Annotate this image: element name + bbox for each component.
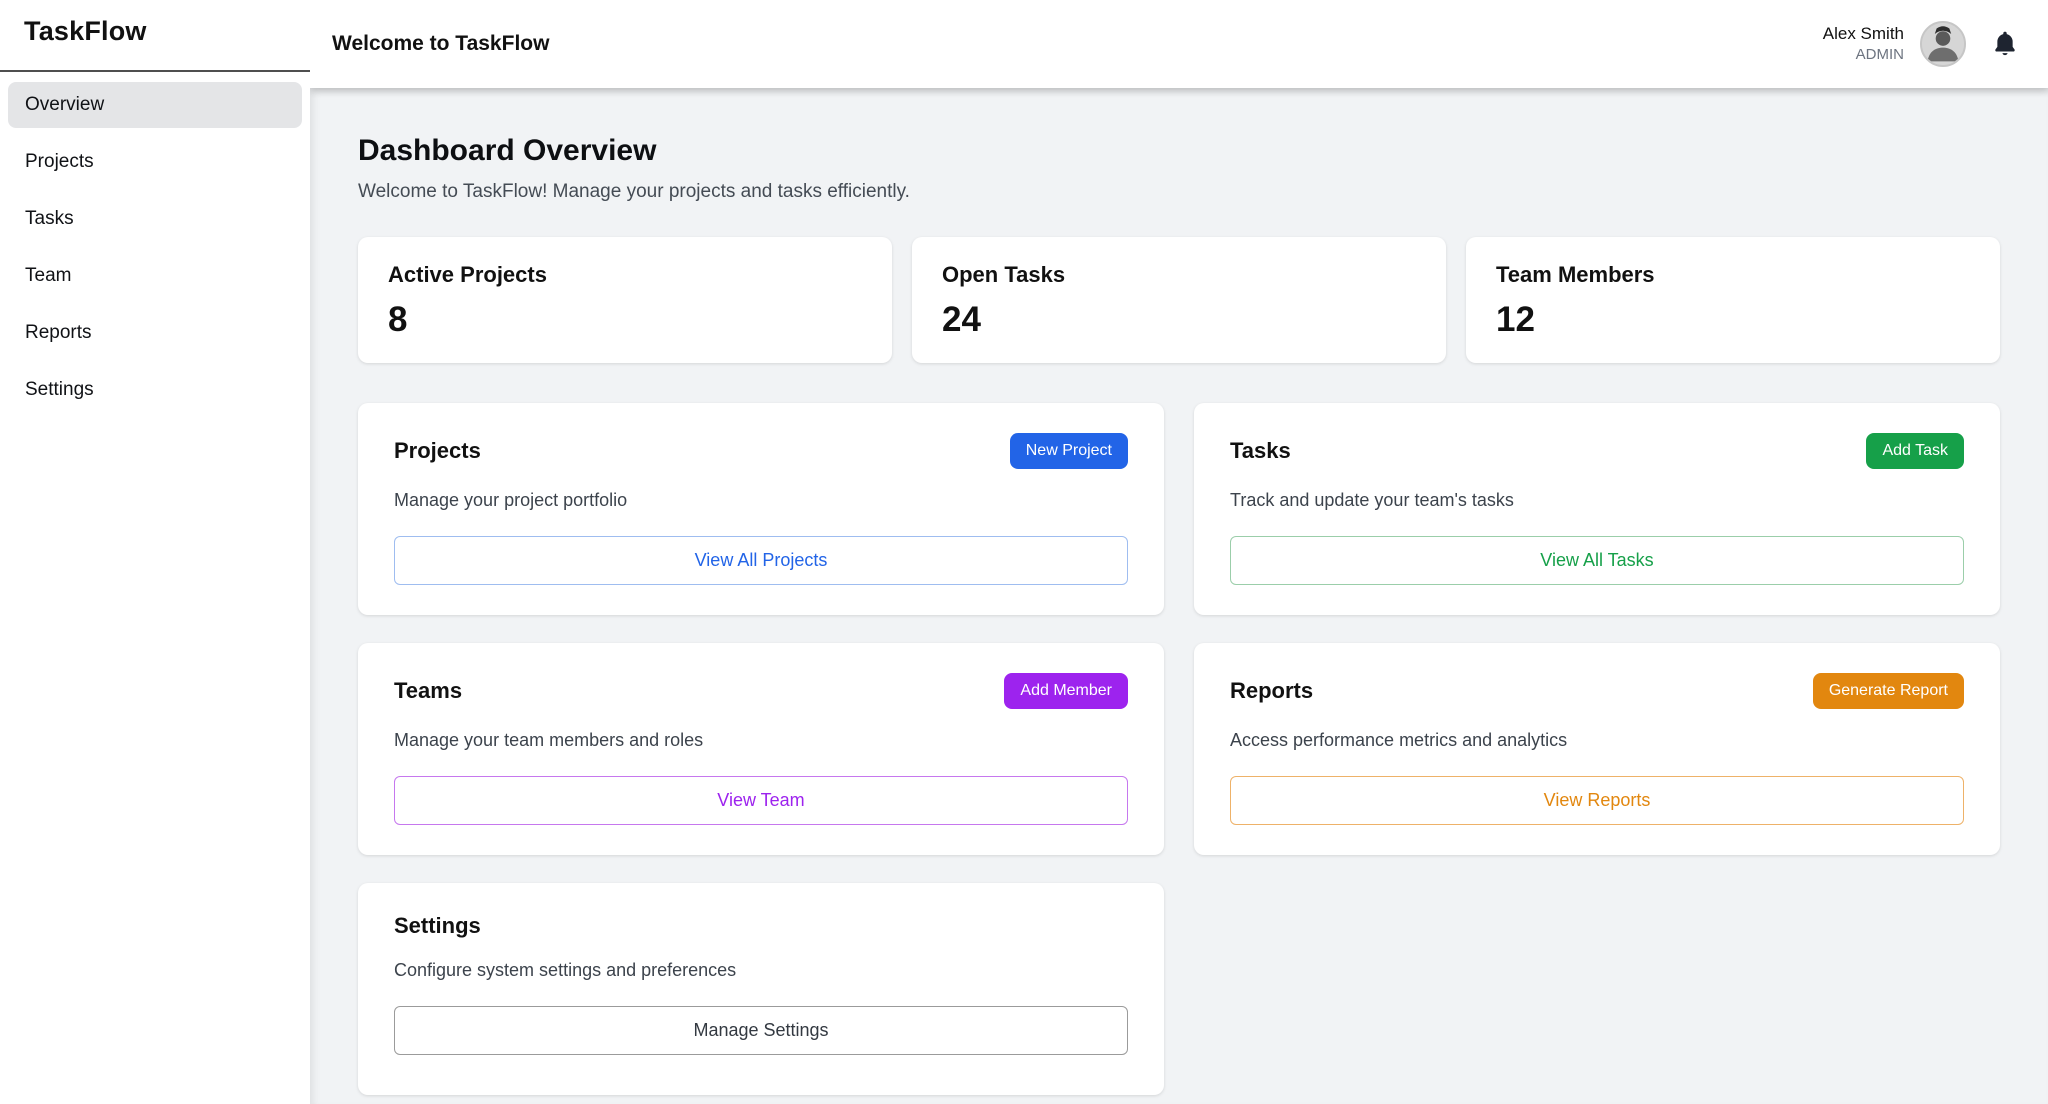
- stat-label: Active Projects: [388, 262, 547, 287]
- card-title: Projects: [394, 438, 481, 463]
- sidebar-item-team[interactable]: Team: [25, 265, 72, 286]
- feature-cards-grid: Projects New Project Manage your project…: [358, 403, 2000, 1095]
- sidebar-nav: Overview Projects Tasks Team Reports Set…: [0, 72, 310, 434]
- view-team-button[interactable]: View Team: [394, 776, 1128, 825]
- projects-card: Projects New Project Manage your project…: [358, 403, 1164, 615]
- main-content: Dashboard Overview Welcome to TaskFlow! …: [310, 88, 2048, 1104]
- user-info: Alex Smith ADMIN: [1823, 23, 1904, 65]
- card-header: Teams Add Member: [394, 673, 1128, 709]
- card-title: Tasks: [1230, 438, 1291, 463]
- top-header: Welcome to TaskFlow Alex Smith ADMIN: [310, 0, 2048, 88]
- sidebar-item-tasks[interactable]: Tasks: [25, 208, 74, 229]
- reports-card: Reports Generate Report Access performan…: [1194, 643, 2000, 855]
- add-member-button[interactable]: Add Member: [1004, 673, 1128, 709]
- stat-card-team-members: Team Members 12: [1466, 237, 2000, 363]
- card-header: Tasks Add Task: [1230, 433, 1964, 469]
- stats-row: Active Projects 8 Open Tasks 24 Team Mem…: [358, 237, 2000, 363]
- card-title: Reports: [1230, 678, 1314, 703]
- stat-card-open-tasks: Open Tasks 24: [912, 237, 1446, 363]
- user-role-badge: ADMIN: [1855, 46, 1904, 64]
- notifications-button[interactable]: [1990, 27, 2020, 61]
- header-title: Welcome to TaskFlow: [332, 32, 550, 55]
- card-title: Settings: [394, 913, 481, 938]
- stat-label: Open Tasks: [942, 262, 1066, 287]
- card-description: Manage your project portfolio: [394, 490, 628, 510]
- sidebar-item-projects[interactable]: Projects: [25, 151, 94, 172]
- page-subtitle: Welcome to TaskFlow! Manage your project…: [358, 181, 910, 202]
- view-reports-button[interactable]: View Reports: [1230, 776, 1964, 825]
- new-project-button[interactable]: New Project: [1009, 433, 1128, 469]
- card-title: Teams: [394, 678, 463, 703]
- stat-value: 12: [1496, 300, 1535, 339]
- stat-value: 8: [388, 300, 408, 339]
- card-description: Track and update your team's tasks: [1230, 490, 1514, 510]
- view-all-projects-button[interactable]: View All Projects: [394, 536, 1128, 585]
- manage-settings-button[interactable]: Manage Settings: [394, 1006, 1128, 1055]
- stat-card-active-projects: Active Projects 8: [358, 237, 892, 363]
- bell-icon: [1995, 31, 2015, 56]
- stat-label: Team Members: [1496, 262, 1655, 287]
- sidebar: TaskFlow Overview Projects Tasks Team Re…: [0, 0, 310, 1104]
- sidebar-item-reports[interactable]: Reports: [25, 322, 92, 343]
- app-logo: TaskFlow: [24, 16, 147, 46]
- card-header: Projects New Project: [394, 433, 1128, 469]
- settings-card: Settings Configure system settings and p…: [358, 883, 1164, 1095]
- add-task-button[interactable]: Add Task: [1866, 433, 1964, 469]
- card-description: Manage your team members and roles: [394, 730, 704, 750]
- sidebar-item-settings[interactable]: Settings: [25, 379, 94, 400]
- header-user-area: Alex Smith ADMIN: [1823, 21, 2020, 67]
- tasks-card: Tasks Add Task Track and update your tea…: [1194, 403, 2000, 615]
- card-header: Settings: [394, 913, 1128, 939]
- user-photo-icon: [1922, 23, 1964, 65]
- card-description: Access performance metrics and analytics: [1230, 730, 1568, 750]
- view-all-tasks-button[interactable]: View All Tasks: [1230, 536, 1964, 585]
- avatar[interactable]: [1920, 21, 1966, 67]
- page-title: Dashboard Overview: [358, 134, 657, 167]
- logo-container: TaskFlow: [0, 0, 310, 72]
- generate-report-button[interactable]: Generate Report: [1812, 673, 1964, 709]
- teams-card: Teams Add Member Manage your team member…: [358, 643, 1164, 855]
- card-description: Configure system settings and preference…: [394, 960, 737, 980]
- user-name: Alex Smith: [1822, 24, 1904, 44]
- sidebar-item-overview[interactable]: Overview: [8, 82, 302, 128]
- card-header: Reports Generate Report: [1230, 673, 1964, 709]
- stat-value: 24: [942, 300, 981, 339]
